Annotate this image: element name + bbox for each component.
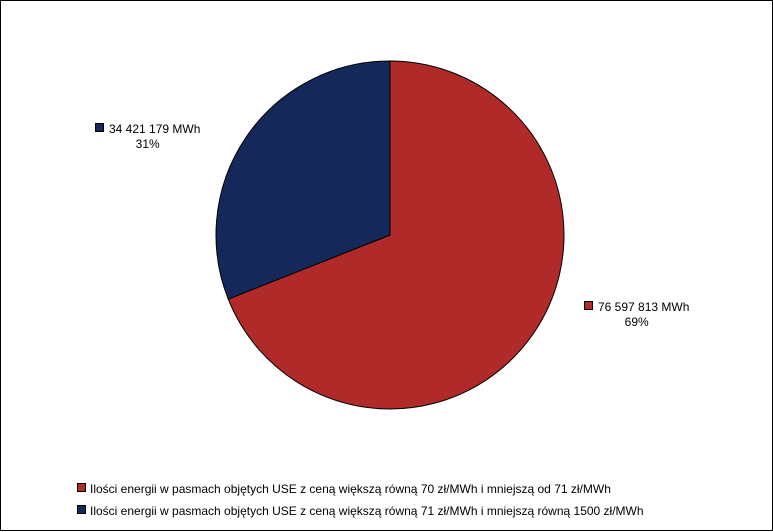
legend-label-1: Ilości energii w pasmach objętych USE z … xyxy=(90,482,611,496)
value-label-2: 34 421 179 MWh xyxy=(109,122,201,136)
percent-label-1: 69% xyxy=(624,315,649,329)
label-swatch-2 xyxy=(95,123,104,132)
legend-swatch-1 xyxy=(77,483,86,492)
data-label-2: 34 421 179 MWh 31% xyxy=(95,122,200,152)
legend-swatch-2 xyxy=(77,505,86,514)
pie-slice-2 xyxy=(215,60,391,300)
pie-slice-1 xyxy=(227,60,565,410)
legend-item-2: Ilości energii w pasmach objętych USE z … xyxy=(77,503,644,525)
legend-item-1: Ilości energii w pasmach objętych USE z … xyxy=(77,481,644,503)
label-swatch-1 xyxy=(584,301,593,310)
legend-label-2: Ilości energii w pasmach objętych USE z … xyxy=(90,504,644,518)
value-label-1: 76 597 813 MWh xyxy=(598,300,690,314)
data-label-1: 76 597 813 MWh 69% xyxy=(584,300,689,330)
percent-label-2: 31% xyxy=(135,137,160,151)
legend: Ilości energii w pasmach objętych USE z … xyxy=(77,481,644,525)
